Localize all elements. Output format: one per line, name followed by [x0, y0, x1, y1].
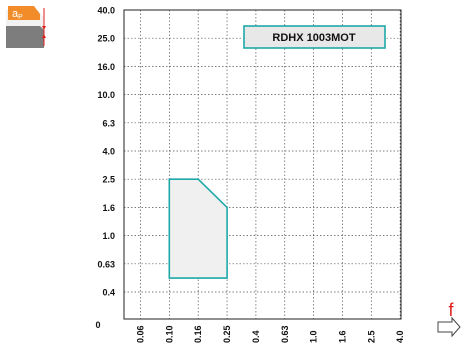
icon-label: aP	[12, 8, 23, 21]
y-tick-label: 2.5	[102, 175, 115, 185]
plot-frame	[123, 9, 402, 320]
workpiece-shape	[6, 26, 44, 48]
feed-symbol: f	[448, 300, 454, 320]
x-tick-label: 0.25	[222, 325, 232, 343]
ap-arrow-up	[42, 34, 46, 38]
title-box: RDHX 1003MOT	[243, 25, 386, 49]
x-tick-label: 4.0	[395, 330, 405, 343]
x-tick-label: 2.5	[366, 330, 376, 343]
y-tick-label: 40.0	[97, 6, 115, 16]
y-tick-label: 16.0	[97, 62, 115, 72]
insert-shape	[8, 6, 40, 20]
grid	[124, 9, 401, 319]
y-tick-label: 25.0	[97, 34, 115, 44]
chart-title: RDHX 1003MOT	[272, 32, 355, 44]
x-tick-label: 0.4	[251, 330, 261, 343]
y-tick-label: 6.3	[102, 118, 115, 128]
ap-arrow-down	[42, 26, 46, 30]
x-tick-label: 0.63	[280, 325, 290, 343]
y-tick-label: 0.63	[97, 259, 115, 269]
origin-label: 0	[95, 320, 100, 330]
y-tick-label: 1.0	[102, 231, 115, 241]
x-tick-label: 1.6	[337, 330, 347, 343]
x-tick-label: 1.0	[309, 330, 319, 343]
y-tick-label: 4.0	[102, 147, 115, 157]
x-tick-label: 0.10	[164, 325, 174, 343]
y-tick-label: 1.6	[102, 203, 115, 213]
feed-axis-indicator: f	[437, 300, 461, 338]
y-tick-label: 10.0	[97, 90, 115, 100]
y-axis-ticks: 0.4 0.63 1.0 1.6 2.5 4.0 6.3 10.0 16.0 25.0 40.0	[97, 6, 115, 298]
y-tick-label: 0.4	[102, 288, 115, 298]
depth-of-cut-ap-icon: aP	[6, 6, 46, 48]
x-tick-label: 0.16	[193, 325, 203, 343]
x-tick-label: 0.06	[136, 325, 146, 343]
feed-arrow-icon	[437, 316, 461, 338]
application-region	[168, 178, 228, 279]
x-axis-ticks: 0.06 0.10 0.16 0.25 0.4 0.63 1.0 1.6 2.5 4.0	[136, 325, 406, 343]
title-box-frame	[243, 25, 386, 49]
